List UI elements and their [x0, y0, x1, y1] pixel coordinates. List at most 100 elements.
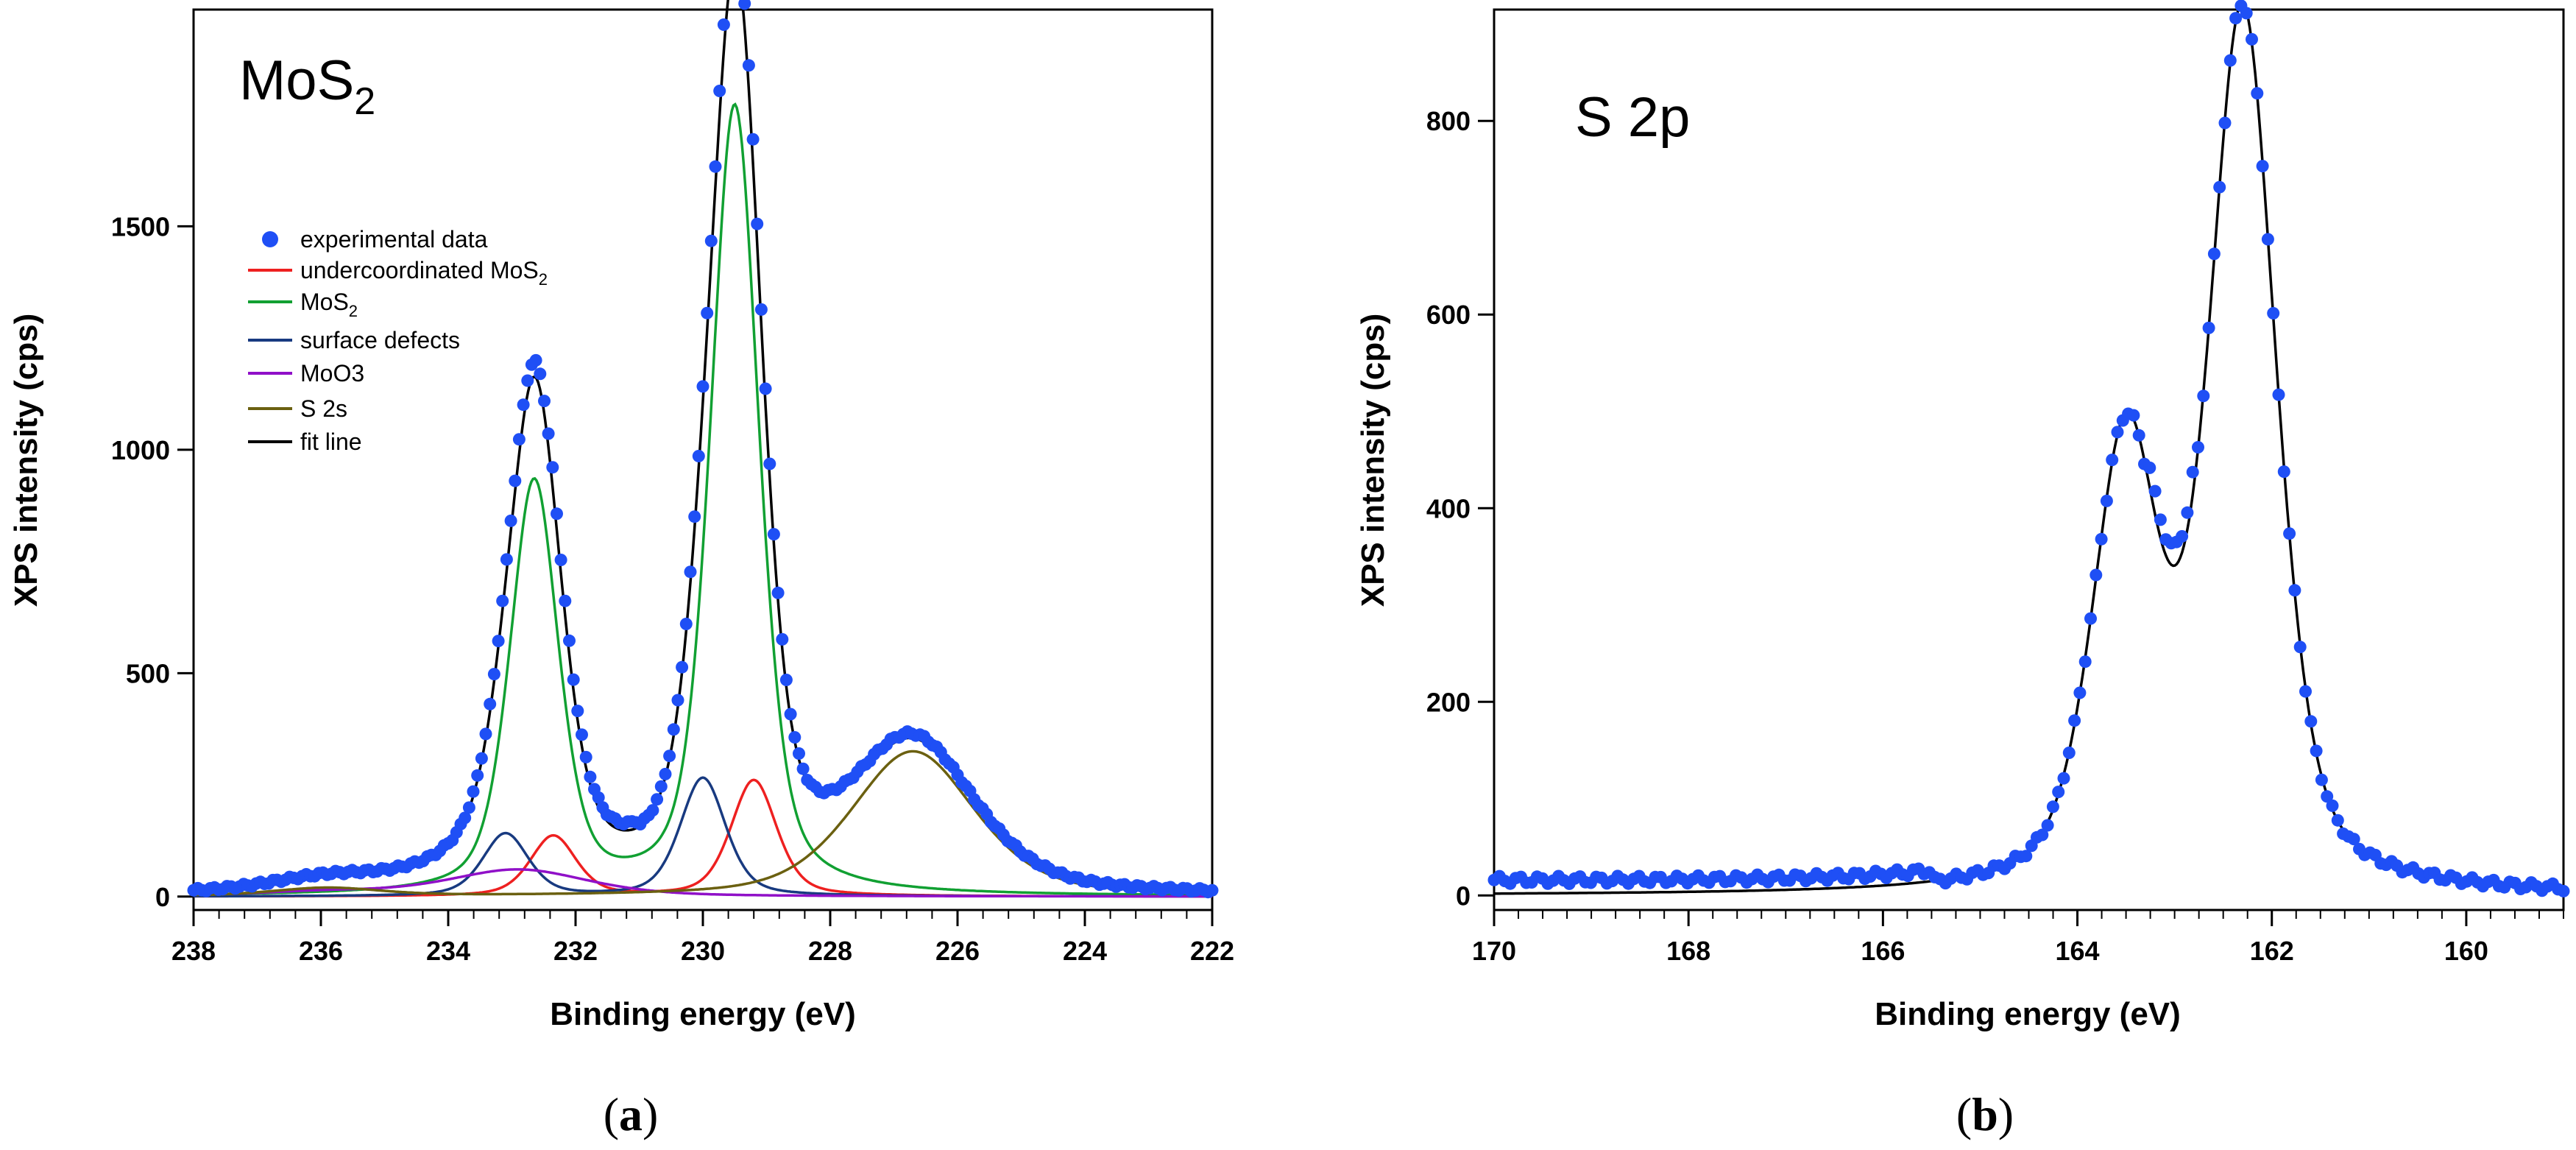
data-point: [584, 770, 597, 783]
legend-label-moo3: MoO3: [300, 360, 364, 387]
x-tick-label-b-160: 160: [2444, 936, 2488, 966]
x-tick-label-a-238: 238: [171, 936, 216, 966]
data-point: [688, 510, 701, 523]
data-point: [713, 85, 726, 97]
data-point: [2315, 773, 2328, 786]
data-point: [529, 353, 542, 367]
x-tick-label-b-166: 166: [1861, 936, 1905, 966]
legend-a: experimental data undercoordinated MoS2 …: [248, 226, 548, 455]
data-point: [559, 594, 572, 607]
data-point: [538, 395, 551, 408]
y-tick-label-b-0: 0: [1456, 881, 1471, 911]
data-point: [2293, 641, 2307, 654]
data-point: [2062, 747, 2076, 759]
data-point: [646, 804, 659, 817]
data-point: [467, 785, 480, 798]
data-point: [2326, 799, 2339, 812]
data-point: [2240, 7, 2253, 20]
data-point: [2078, 655, 2092, 669]
data-point: [576, 728, 588, 741]
x-tick-label-b-170: 170: [1472, 936, 1516, 966]
data-point: [567, 673, 580, 686]
x-tick-label-a-226: 226: [935, 936, 980, 966]
data-point: [512, 433, 526, 446]
data-point: [671, 694, 684, 707]
y-tick-label-b-800: 800: [1426, 106, 1471, 136]
data-point: [2090, 568, 2103, 582]
data-point: [2202, 321, 2215, 334]
data-point: [2283, 527, 2296, 540]
data-point: [2299, 685, 2312, 698]
data-point: [2100, 494, 2113, 507]
data-point: [2213, 180, 2226, 194]
data-point: [679, 618, 693, 630]
data-point: [2277, 465, 2290, 479]
data-point: [2256, 160, 2269, 173]
data-point: [517, 398, 530, 412]
y-tick-label-a-0: 0: [155, 882, 170, 912]
data-point: [509, 474, 522, 487]
data-point: [784, 708, 797, 721]
x-tick-label-b-162: 162: [2250, 936, 2294, 966]
data-point: [2229, 12, 2243, 25]
data-point: [1206, 883, 1219, 897]
data-point: [659, 767, 672, 780]
data-point: [2068, 714, 2081, 727]
data-point: [771, 586, 785, 599]
data-point: [534, 367, 547, 381]
data-point: [479, 727, 492, 741]
data-point: [2310, 744, 2323, 758]
x-tick-label-a-236: 236: [299, 936, 343, 966]
data-point: [487, 668, 500, 681]
y-tick-label-b-600: 600: [1426, 300, 1471, 330]
data-point: [788, 731, 802, 744]
data-point: [742, 59, 755, 72]
x-tick-label-a-224: 224: [1063, 936, 1107, 966]
data-point: [2347, 833, 2360, 846]
data-point: [492, 635, 505, 648]
data-point: [2288, 584, 2301, 597]
data-point: [746, 133, 760, 146]
data-point: [651, 793, 664, 806]
x-tick-label-a-230: 230: [681, 936, 725, 966]
data-point: [2557, 884, 2570, 897]
data-point: [654, 780, 668, 793]
data-point: [676, 660, 689, 674]
data-point: [2036, 828, 2049, 842]
data-point: [471, 769, 484, 782]
data-point: [692, 450, 705, 462]
data-point: [2073, 686, 2087, 699]
y-tick-label-b-200: 200: [1426, 687, 1471, 717]
data-point: [2267, 307, 2280, 320]
legend-label-surface-defects: surface defects: [300, 327, 460, 353]
data-point: [751, 217, 764, 230]
data-point: [759, 382, 772, 395]
legend-label-fit-line: fit line: [300, 428, 362, 455]
data-point: [571, 705, 584, 718]
data-point: [2321, 790, 2334, 803]
data-point: [2176, 530, 2189, 543]
data-point: [2331, 814, 2344, 827]
caption-a: (a): [604, 1088, 659, 1140]
data-point: [709, 160, 722, 173]
data-point: [2106, 454, 2119, 467]
x-axis-title-b: Binding energy (eV): [1875, 996, 2181, 1032]
data-point: [2148, 484, 2162, 498]
data-point: [475, 752, 488, 765]
data-point: [554, 554, 567, 566]
y-axis-title-b: XPS intensity (cps): [1355, 314, 1391, 607]
x-tick-label-a-234: 234: [426, 936, 470, 966]
legend-label-undercoordinated-mos2: undercoordinated MoS2: [300, 257, 548, 289]
data-point: [763, 457, 776, 470]
data-point: [2057, 772, 2070, 785]
x-tick-label-a-222: 222: [1190, 936, 1234, 966]
data-point: [2261, 233, 2274, 246]
data-point: [496, 594, 509, 607]
data-point: [2251, 87, 2264, 100]
data-point: [2143, 461, 2156, 474]
data-point: [484, 697, 497, 710]
x-tick-label-b-164: 164: [2056, 936, 2100, 966]
y-axis-title-a: XPS intensity (cps): [8, 314, 44, 607]
data-point: [2020, 850, 2033, 863]
data-point: [754, 303, 768, 316]
